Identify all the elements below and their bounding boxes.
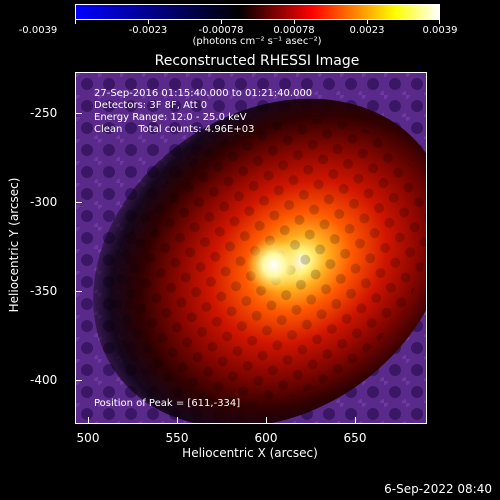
- rhessi-image-svg: [76, 73, 426, 423]
- colorbar-tick: [221, 19, 222, 24]
- x-tick-label: 650: [343, 431, 367, 445]
- y-tick: [76, 380, 82, 381]
- x-tick-label: 550: [165, 431, 189, 445]
- x-tick: [88, 417, 89, 423]
- y-tick-label: -250: [30, 106, 58, 120]
- footer-date: 6-Sep-2022 08:40: [384, 482, 492, 496]
- y-tick: [76, 291, 82, 292]
- colorbar-tick: [148, 19, 149, 24]
- energy-range: Energy Range: 12.0 - 25.0 keV: [94, 112, 247, 123]
- y-axis-title: Heliocentric Y (arcsec): [7, 177, 21, 313]
- plot-frame: [75, 72, 427, 424]
- y-tick: [76, 113, 82, 114]
- time-range: 27-Sep-2016 01:15:40.000 to 01:21:40.000: [94, 88, 313, 99]
- y-tick-label: -350: [30, 284, 58, 298]
- colorbar-tick-label: -0.00078: [198, 25, 244, 36]
- colorbar: [75, 4, 440, 20]
- x-tick-label: 600: [254, 431, 278, 445]
- colorbar-tick-label: -0.0023: [128, 25, 168, 36]
- rhessi-image: [76, 73, 426, 423]
- y-tick-label: -400: [30, 373, 58, 387]
- x-tick: [266, 417, 267, 423]
- colorbar-units: (photons cm⁻² s⁻¹ asec⁻²): [192, 36, 322, 47]
- peak-source: [246, 237, 302, 293]
- colorbar-tick: [294, 19, 295, 24]
- y-tick: [76, 202, 82, 203]
- colorbar-tick-label: -0.0039: [18, 25, 58, 36]
- x-tick: [355, 417, 356, 423]
- clean-counts: Clean Total counts: 4.96E+03: [94, 124, 255, 135]
- detectors-info: Detectors: 3F 8F, Att 0: [94, 100, 208, 111]
- plot-title: Reconstructed RHESSI Image: [154, 53, 360, 69]
- colorbar-tick: [439, 19, 440, 24]
- x-axis-title: Heliocentric X (arcsec): [182, 446, 318, 460]
- colorbar-tick: [367, 19, 368, 24]
- y-tick-label: -300: [30, 195, 58, 209]
- colorbar-tick: [75, 19, 76, 24]
- colorbar-tick-label: 0.0023: [349, 25, 385, 36]
- x-tick: [177, 417, 178, 423]
- colorbar-tick-label: 0.00078: [273, 25, 315, 36]
- x-tick-label: 500: [76, 431, 100, 445]
- colorbar-tick-label: 0.0039: [422, 25, 458, 36]
- peak-position: Position of Peak = [611,-334]: [94, 398, 241, 409]
